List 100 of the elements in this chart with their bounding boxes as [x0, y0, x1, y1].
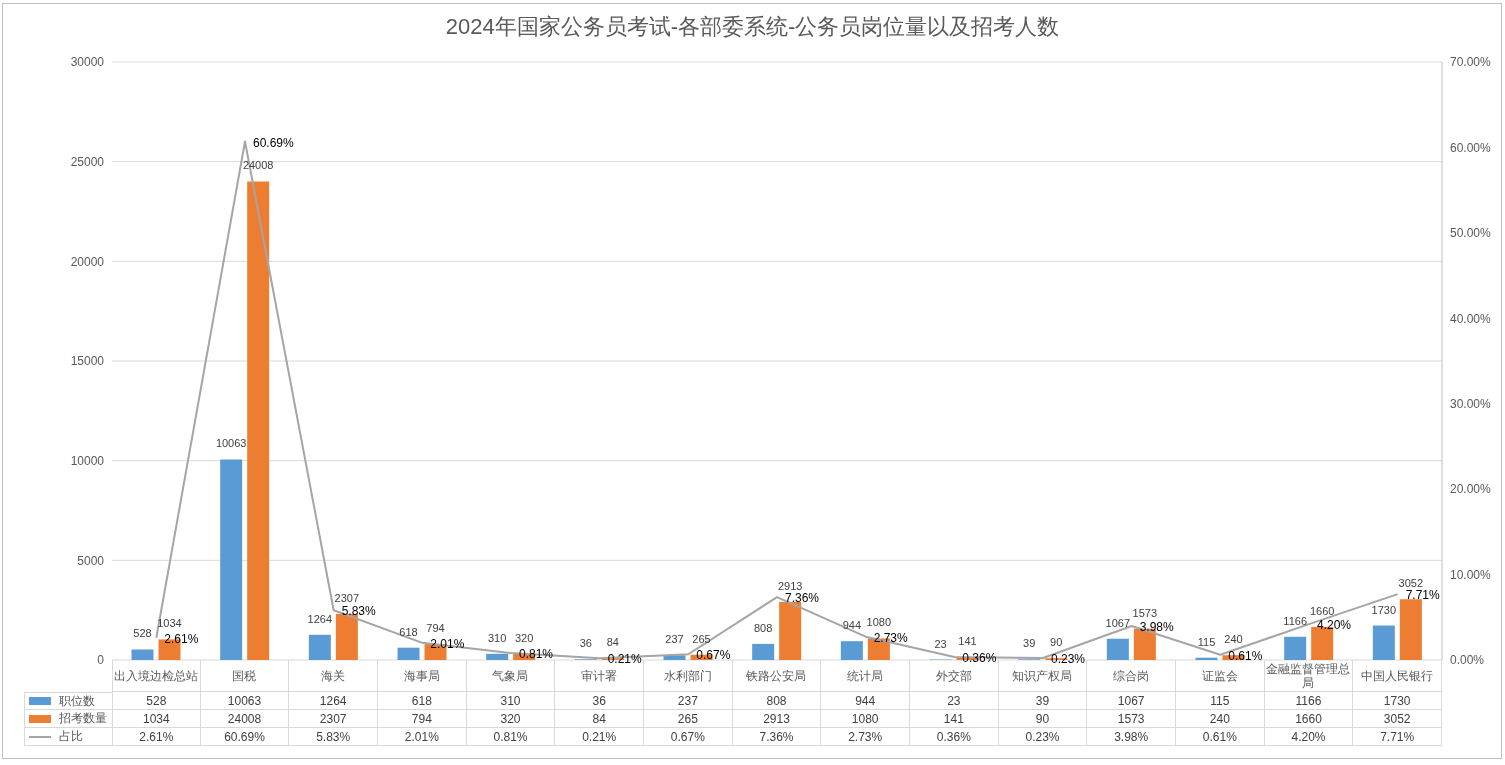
- data-label: 0.36%: [910, 728, 999, 746]
- text: 2.01%: [430, 636, 465, 651]
- data-label: 320: [466, 710, 556, 728]
- data-label: 1264: [289, 692, 378, 710]
- data-label: 24008: [200, 710, 290, 728]
- x-tick-label: 海事局: [378, 660, 467, 692]
- data-label: 944: [821, 692, 910, 710]
- text: 90: [1050, 636, 1063, 649]
- text: 23: [934, 637, 947, 650]
- text: 1730: [1371, 603, 1397, 616]
- text: 1166: [1283, 614, 1307, 627]
- y-tick-label: 5000: [77, 553, 105, 568]
- y-tick-label: 30000: [70, 55, 105, 70]
- text: 7.36%: [785, 591, 820, 606]
- data-label: 310: [466, 692, 556, 710]
- text: 3.98%: [1139, 620, 1174, 634]
- data-label: 2913: [732, 710, 822, 728]
- text: 1573: [1132, 606, 1158, 619]
- x-tick-label: 统计局: [821, 660, 910, 692]
- text: 2913: [777, 579, 803, 592]
- data-label: 141: [910, 710, 999, 728]
- x-tick-label: 气象局: [466, 660, 556, 692]
- y2-tick-label: 70.00%: [1450, 55, 1492, 70]
- text: 618: [399, 625, 418, 638]
- text: 36: [579, 637, 592, 650]
- text: 39: [1023, 637, 1036, 650]
- bar: [335, 614, 358, 660]
- bar: [308, 634, 331, 660]
- bar: [752, 643, 775, 660]
- data-label: 90: [998, 710, 1088, 728]
- text: 141: [958, 635, 977, 648]
- text: 320: [514, 631, 534, 644]
- data-label: 115: [1176, 692, 1265, 710]
- text: 0.21%: [607, 652, 642, 667]
- data-label: 794: [378, 710, 467, 728]
- text: 5.83%: [341, 604, 376, 619]
- y2-tick-label: 30.00%: [1450, 396, 1492, 411]
- data-label: 60.69%: [200, 728, 290, 746]
- bar: [1284, 636, 1307, 660]
- x-tick-label: 外交部: [935, 668, 972, 683]
- data-label: 5.83%: [289, 728, 378, 746]
- data-label: 3.98%: [1087, 728, 1176, 746]
- text: 794: [426, 622, 445, 635]
- data-label: 1660: [1264, 710, 1354, 728]
- data-label: 0.61%: [1176, 728, 1265, 746]
- bar: [397, 647, 420, 660]
- text: 310: [487, 631, 507, 644]
- text: 808: [753, 621, 773, 634]
- bar: [486, 653, 509, 660]
- bar: [840, 641, 863, 660]
- text: 528: [133, 627, 152, 640]
- x-tick-label: 海关: [289, 660, 378, 692]
- x-tick-label: 国税: [200, 660, 290, 692]
- text: 4.20%: [1317, 618, 1352, 633]
- data-label: 2.73%: [821, 728, 910, 746]
- y2-tick-label: 60.00%: [1450, 140, 1492, 155]
- data-label: 2.61%: [112, 728, 201, 746]
- y2-tick-label: 0.00%: [1450, 653, 1485, 668]
- bar: [247, 181, 270, 660]
- bar: [1399, 599, 1422, 660]
- text: 237: [665, 633, 684, 646]
- data-label: 1067: [1087, 692, 1176, 710]
- bar: [1372, 625, 1395, 660]
- data-label: 3052: [1353, 710, 1442, 728]
- data-label: 240: [1176, 710, 1265, 728]
- data-label: 528: [112, 692, 201, 710]
- text: 1034: [157, 617, 182, 630]
- data-label: 0.67%: [644, 728, 733, 746]
- data-label: 2307: [289, 710, 378, 728]
- bar: [220, 459, 243, 660]
- text: 0.36%: [962, 650, 997, 665]
- data-label: 265: [644, 710, 733, 728]
- legend-label: 职位数: [59, 692, 95, 710]
- text: 84: [606, 636, 619, 649]
- data-label: 10063: [200, 692, 290, 710]
- bar: [779, 601, 802, 660]
- x-tick-label: 水利部门: [663, 668, 712, 683]
- x-tick-label: 中国人民银行: [1353, 660, 1442, 692]
- text: 0.67%: [696, 648, 731, 663]
- data-label: 1034: [112, 710, 201, 728]
- x-tick-label: 综合岗: [1087, 660, 1176, 692]
- text: 7.71%: [1405, 588, 1440, 603]
- data-label: 4.20%: [1264, 728, 1354, 746]
- data-label: 0.81%: [466, 728, 556, 746]
- text: 3052: [1398, 577, 1424, 590]
- text: 24008: [242, 159, 274, 172]
- data-label: 0.23%: [998, 728, 1088, 746]
- y-tick-label: 15000: [70, 354, 105, 369]
- text: 265: [692, 632, 711, 645]
- text: 1067: [1105, 616, 1131, 629]
- data-label: 84: [555, 710, 644, 728]
- y2-tick-label: 20.00%: [1450, 482, 1492, 497]
- data-label: 36: [555, 692, 644, 710]
- data-label: 1166: [1264, 692, 1354, 710]
- text: 240: [1224, 633, 1243, 646]
- x-tick-label: 审计署: [581, 668, 618, 683]
- text: 2.73%: [873, 630, 908, 645]
- text: 1264: [307, 612, 333, 625]
- text: 2.61%: [164, 631, 199, 646]
- data-label: 1730: [1353, 692, 1442, 710]
